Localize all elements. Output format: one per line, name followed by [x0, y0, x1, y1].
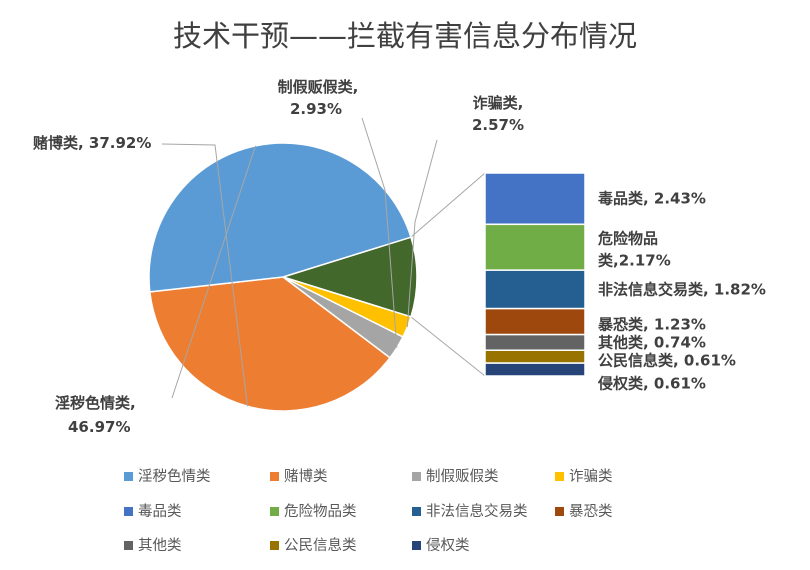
leader-c6deb79fd827260c57c7b — [171, 145, 256, 399]
legend-swatch-c6deb79fd827260c57c7b — [124, 472, 133, 481]
bar-segment-c975e6cd54fe1606f4ea466137c7b — [484, 269, 586, 310]
legend-label-c8bc89a977c7b: 诈骗类 — [569, 468, 613, 485]
connector-top — [410, 172, 486, 238]
legend-swatch-c523650478d2950477c7b — [412, 472, 421, 481]
leader-c8d4c535a7c7b — [161, 143, 249, 407]
bar-segment-c66b460507c7b — [484, 307, 586, 336]
label-c8bc89a977c7b-value: 2.57% — [472, 116, 524, 134]
label-c53719669726954c17c7b-value: 类,2.17% — [598, 251, 671, 269]
legend-swatch-c975e6cd54fe1606f4ea466137c7b — [412, 507, 421, 516]
legend-label-c8d4c535a7c7b: 赌博类 — [284, 468, 328, 485]
label-c6deb79fd827260c57c7b-name: 淫秽色情类, — [55, 394, 136, 412]
label-c6deb79fd827260c57c7b-value: 46.97% — [68, 418, 130, 436]
label-c8bc89a977c7b-name: 诈骗类, — [473, 94, 524, 112]
connector-lines — [410, 172, 486, 377]
legend-swatch-c6bd254c17c7b — [124, 507, 133, 516]
legend-label-c6deb79fd827260c57c7b: 淫秽色情类 — [138, 468, 211, 485]
legend-swatch-c66b460507c7b — [555, 507, 564, 516]
legend-label-c516c6c114fe1606f7c7b: 公民信息类 — [284, 537, 357, 554]
legend-swatch-c53719669726954c17c7b — [270, 507, 279, 516]
label-c53719669726954c17c7b-name: 危险物品 — [598, 229, 658, 247]
leader-c523650478d2950477c7b — [361, 117, 398, 348]
label-c516c6c114fe1606f7c7b: 公民信息类, 0.61% — [598, 352, 736, 370]
legend-swatch-c4fb567437c7b — [412, 541, 421, 550]
label-c523650478d2950477c7b-name: 制假贩假类, — [278, 78, 359, 96]
label-c51764ed67c7b: 其他类, 0.74% — [598, 333, 706, 351]
label-c6bd254c17c7b: 毒品类, 2.43% — [598, 190, 706, 208]
leader-c8bc89a977c7b — [406, 139, 438, 328]
bar-segment-c4fb567437c7b — [484, 362, 586, 377]
secondary-bar — [484, 172, 586, 377]
legend-swatch-c516c6c114fe1606f7c7b — [270, 541, 279, 550]
label-c4fb567437c7b: 侵权类, 0.61% — [597, 375, 706, 393]
legend-swatch-c8d4c535a7c7b — [270, 472, 279, 481]
bar-segment-c6bd254c17c7b — [484, 172, 586, 226]
legend-label-c975e6cd54fe1606f4ea466137c7b: 非法信息交易类 — [426, 502, 528, 520]
legend-label-c53719669726954c17c7b: 危险物品类 — [284, 503, 357, 520]
legend-label-c51764ed67c7b: 其他类 — [138, 537, 182, 554]
pie-slice-c8d4c535a7c7b — [149, 276, 391, 412]
bar-segment-c516c6c114fe1606f7c7b — [484, 349, 586, 364]
data-labels: 淫秽色情类, 46.97% 赌博类, 37.92% 制假贩假类, 2.93% 诈骗类, 2.… — [32, 78, 766, 436]
leader-lines — [161, 117, 438, 407]
bar-segment-c51764ed67c7b — [484, 333, 586, 351]
pie-slice-other — [280, 236, 418, 318]
connector-bottom — [410, 316, 486, 377]
legend-label-c66b460507c7b: 暴恐类 — [569, 503, 613, 520]
legend-label-c6bd254c17c7b: 毒品类 — [138, 503, 182, 520]
legend-label-c523650478d2950477c7b: 制假贩假类 — [426, 468, 499, 485]
label-c523650478d2950477c7b-value: 2.93% — [290, 100, 342, 118]
legend-swatch-c8bc89a977c7b — [555, 472, 564, 481]
legend-swatch-c51764ed67c7b — [124, 541, 133, 550]
legend-label-c4fb567437c7b: 侵权类 — [426, 537, 470, 554]
label-c8d4c535a7c7b: 赌博类, 37.92% — [32, 134, 151, 152]
pie-slices — [148, 142, 418, 412]
bar-segment-c53719669726954c17c7b — [484, 223, 586, 271]
label-c975e6cd54fe1606f4ea466137c7b: 非法信息交易类, 1.82% — [598, 280, 766, 298]
chart-title: 技术干预——拦截有害信息分布情况 — [173, 19, 637, 53]
label-c66b460507c7b: 暴恐类, 1.23% — [598, 316, 706, 334]
